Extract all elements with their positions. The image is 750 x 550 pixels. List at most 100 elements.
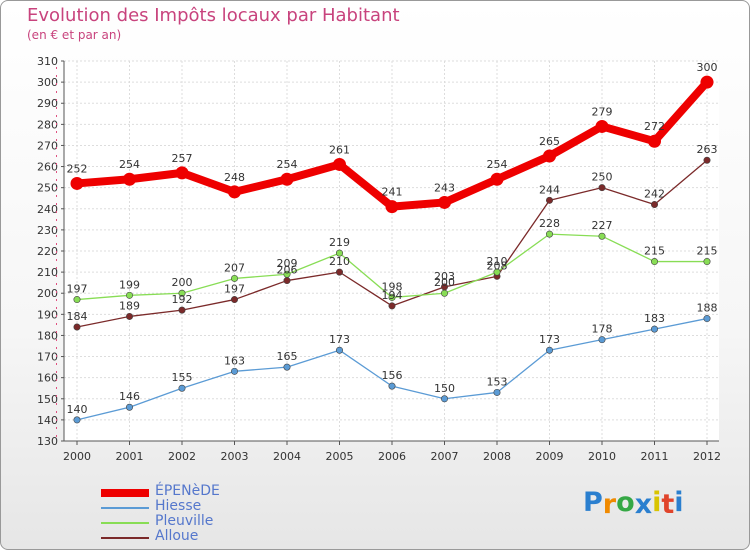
data-point xyxy=(493,268,501,276)
x-tick-label: 2010 xyxy=(588,450,616,463)
y-tick-label: 200 xyxy=(37,287,58,300)
data-point xyxy=(126,312,134,320)
axis-dot xyxy=(56,331,57,333)
axis-dot xyxy=(56,227,57,229)
data-point xyxy=(385,200,399,214)
data-label: 156 xyxy=(382,369,403,382)
axis-dot xyxy=(56,275,57,277)
data-label: 184 xyxy=(67,310,88,323)
data-point xyxy=(73,296,81,304)
data-label: 173 xyxy=(329,333,350,346)
axis-dot xyxy=(56,163,57,165)
data-point xyxy=(70,176,84,190)
y-tick-label: 300 xyxy=(37,76,58,89)
y-tick-label: 310 xyxy=(37,55,58,68)
x-tick-label: 2008 xyxy=(483,450,511,463)
data-point xyxy=(545,230,553,238)
axis-dot xyxy=(56,355,57,357)
data-label: 300 xyxy=(697,61,718,74)
data-point xyxy=(388,293,396,301)
data-point xyxy=(175,166,189,180)
data-label: 248 xyxy=(224,171,245,184)
y-tick-label: 220 xyxy=(37,245,58,258)
x-tick-label: 2004 xyxy=(273,450,301,463)
axis-dot xyxy=(56,219,57,221)
data-label: 198 xyxy=(382,280,403,293)
axis-dot xyxy=(56,131,57,133)
data-point xyxy=(595,119,609,133)
data-label: 252 xyxy=(67,162,88,175)
data-label: 244 xyxy=(539,183,560,196)
y-tick-label: 130 xyxy=(37,435,58,448)
data-point xyxy=(598,184,606,192)
data-label: 279 xyxy=(592,105,613,118)
x-tick-label: 2007 xyxy=(431,450,459,463)
data-point xyxy=(650,201,658,209)
data-label: 178 xyxy=(592,323,613,336)
data-label: 263 xyxy=(697,143,718,156)
logo-letter: t xyxy=(661,489,675,520)
legend-swatch xyxy=(101,507,149,509)
x-tick-label: 2009 xyxy=(536,450,564,463)
axis-dot xyxy=(56,387,57,389)
axis-dot xyxy=(56,339,57,341)
y-tick-label: 290 xyxy=(37,97,58,110)
axis-dot xyxy=(56,211,57,213)
axis-dot xyxy=(56,267,57,269)
data-label: 208 xyxy=(487,259,508,272)
data-label: 254 xyxy=(119,158,140,171)
data-point xyxy=(703,315,711,323)
data-label: 215 xyxy=(697,245,718,258)
chart-subtitle: (en € et par an) xyxy=(27,28,122,42)
axis-dot xyxy=(56,115,57,117)
data-point xyxy=(73,416,81,424)
axis-dot xyxy=(56,259,57,261)
data-label: 243 xyxy=(434,181,455,194)
legend-swatch xyxy=(101,537,149,539)
data-label: 219 xyxy=(329,236,350,249)
data-label: 265 xyxy=(539,135,560,148)
axis-dot xyxy=(56,139,57,141)
data-label: 173 xyxy=(539,333,560,346)
axis-dot xyxy=(56,195,57,197)
axis-dot xyxy=(56,251,57,253)
data-point xyxy=(438,195,451,209)
x-tick-label: 2001 xyxy=(116,450,144,463)
data-label: 200 xyxy=(434,276,455,289)
data-point xyxy=(543,149,556,163)
axis-dot xyxy=(56,323,57,325)
data-label: 188 xyxy=(697,302,718,315)
data-point xyxy=(700,75,714,89)
data-point xyxy=(280,172,294,186)
legend-swatch xyxy=(101,522,149,524)
axis-dot xyxy=(56,419,57,421)
data-point xyxy=(335,268,343,276)
logo-letter: o xyxy=(616,487,635,518)
data-label: 210 xyxy=(487,255,508,268)
data-point xyxy=(335,249,343,257)
data-label: 192 xyxy=(172,293,193,306)
data-point xyxy=(231,274,239,282)
data-point xyxy=(598,336,606,344)
data-point xyxy=(126,291,134,299)
data-label: 228 xyxy=(539,217,560,230)
data-label: 140 xyxy=(67,403,88,416)
axis-dot xyxy=(56,283,57,285)
data-point xyxy=(388,302,396,310)
legend-label: ÉPENèDE xyxy=(155,483,220,499)
data-point xyxy=(493,388,501,396)
axis-dot xyxy=(56,379,57,381)
data-point xyxy=(123,172,136,186)
legend-swatch xyxy=(101,489,149,497)
data-label: 203 xyxy=(434,270,455,283)
data-point xyxy=(335,346,343,354)
y-tick-label: 190 xyxy=(37,308,58,321)
data-point xyxy=(440,289,448,297)
data-label: 150 xyxy=(434,382,455,395)
axis-dot xyxy=(56,107,57,109)
logo-letter: i xyxy=(674,487,684,518)
axis-dot xyxy=(56,363,57,365)
axis-dot xyxy=(56,435,57,437)
